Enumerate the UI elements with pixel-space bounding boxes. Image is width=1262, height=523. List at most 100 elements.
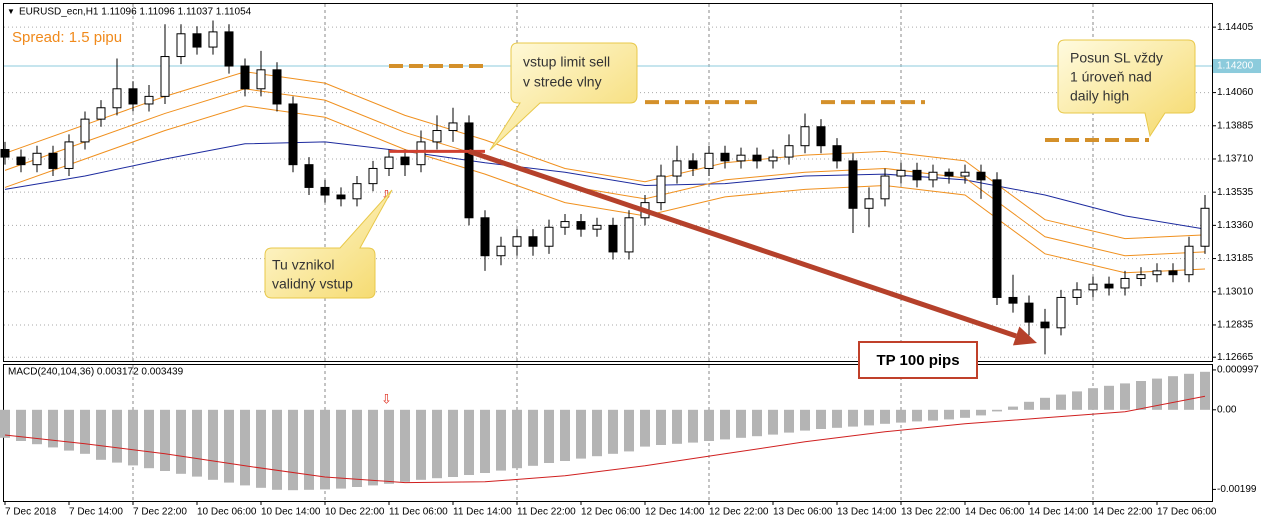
tp-arrow (468, 149, 1017, 339)
y-tick-label: 1.14405 (1217, 22, 1254, 33)
macd-bar (1056, 394, 1066, 410)
macd-bar (528, 409, 538, 466)
candle-body (1184, 245, 1194, 276)
macd-signal (4, 395, 1206, 484)
macd-bar (576, 409, 586, 459)
callout-text: vstup limit sell (523, 54, 610, 70)
macd-bar (80, 409, 90, 454)
macd-bar (1088, 388, 1098, 410)
macd-bar (1200, 371, 1210, 410)
candle-body (464, 122, 474, 219)
candle-body (528, 236, 538, 247)
x-tick-label: 10 Dec 22:00 (325, 507, 385, 518)
candle-body (48, 152, 58, 169)
candle-body (176, 33, 186, 58)
candle-body (1008, 296, 1018, 304)
macd-bar (192, 409, 202, 477)
moving-average (4, 141, 1206, 230)
candle-body (96, 107, 106, 120)
x-tick-label: 7 Dec 2018 (5, 507, 57, 518)
macd-bar (160, 409, 170, 471)
macd-bar (368, 409, 378, 486)
candle-body (1088, 283, 1098, 291)
header-arrow: ▼ (7, 7, 15, 16)
x-tick-label: 14 Dec 22:00 (1093, 507, 1153, 518)
candle-body (736, 154, 746, 162)
macd-bar (592, 409, 602, 457)
macd-bar (32, 409, 42, 445)
candle-body (128, 88, 138, 105)
macd-bar (48, 409, 58, 448)
macd-bar (16, 409, 26, 441)
macd-bar (816, 409, 826, 429)
candle-body (1104, 283, 1114, 289)
x-tick-label: 13 Dec 22:00 (901, 507, 961, 518)
candle-body (240, 65, 250, 90)
macd-bar (944, 409, 954, 420)
macd-bar (752, 409, 762, 437)
callout-tp (858, 341, 978, 379)
x-tick-label: 7 Dec 14:00 (69, 507, 123, 518)
callout-text: daily high (1070, 88, 1129, 104)
macd-bar (656, 409, 666, 445)
candle-body (448, 122, 458, 132)
macd-bar (448, 409, 458, 477)
macd-bar (1072, 391, 1082, 410)
x-tick-label: 12 Dec 22:00 (709, 507, 769, 518)
macd-title: MACD(240,104,36) 0.003172 0.003439 (8, 367, 184, 378)
macd-bar (304, 409, 314, 490)
candle-body (800, 126, 810, 147)
candle-body (144, 95, 154, 105)
callout-sl (1057, 39, 1196, 138)
candle-body (272, 69, 282, 105)
candle-body (400, 156, 410, 166)
candle-body (112, 88, 122, 109)
candle-body (944, 171, 954, 177)
candle-body (560, 221, 570, 228)
candle-body (352, 183, 362, 200)
candle-body (928, 171, 938, 181)
price-label: 1.14200 (1217, 61, 1254, 72)
callout-text: 1 úroveň nad (1070, 69, 1152, 85)
macd-bar (496, 409, 506, 471)
macd-bar (320, 409, 330, 490)
y-tick-label: 1.13185 (1217, 253, 1254, 264)
macd-bar (288, 409, 298, 491)
candle-body (1024, 302, 1034, 323)
macd-bar (176, 409, 186, 474)
callout-entry (489, 42, 638, 151)
candle-body (784, 145, 794, 158)
x-tick-label: 11 Dec 22:00 (517, 507, 576, 518)
x-tick-label: 7 Dec 22:00 (133, 507, 187, 518)
y2-tick-label: 0.000997 (1217, 365, 1259, 376)
macd-bar (608, 409, 618, 454)
macd-bar (112, 409, 122, 463)
macd-bar (1120, 383, 1130, 410)
macd-bar (720, 409, 730, 440)
candle-body (336, 194, 346, 200)
x-tick-label: 11 Dec 14:00 (453, 507, 512, 518)
candle-body (368, 167, 378, 185)
macd-bar (128, 409, 138, 466)
candle-body (592, 224, 602, 230)
macd-bar (736, 409, 746, 438)
candle-body (64, 141, 74, 169)
candle-body (992, 179, 1002, 298)
candle-body (432, 130, 442, 143)
macd-bar (880, 409, 890, 424)
x-tick-label: 14 Dec 06:00 (965, 507, 1025, 518)
candle-body (304, 164, 314, 188)
macd-bar (688, 409, 698, 443)
y-tick-label: 1.13885 (1217, 120, 1254, 131)
candle-body (704, 152, 714, 169)
macd-bar (624, 409, 634, 452)
sell-signal-marker: ⇩ (381, 187, 392, 202)
x-tick-label: 11 Dec 06:00 (389, 507, 448, 518)
header: EURUSD_ecn,H1 1.11096 1.11096 1.11037 1.… (19, 7, 252, 18)
x-tick-label: 10 Dec 14:00 (261, 507, 321, 518)
macd-bar (0, 409, 10, 438)
candle-body (896, 169, 906, 177)
macd-bar (768, 409, 778, 435)
macd-bar (256, 409, 266, 488)
candle-body (1072, 289, 1082, 298)
